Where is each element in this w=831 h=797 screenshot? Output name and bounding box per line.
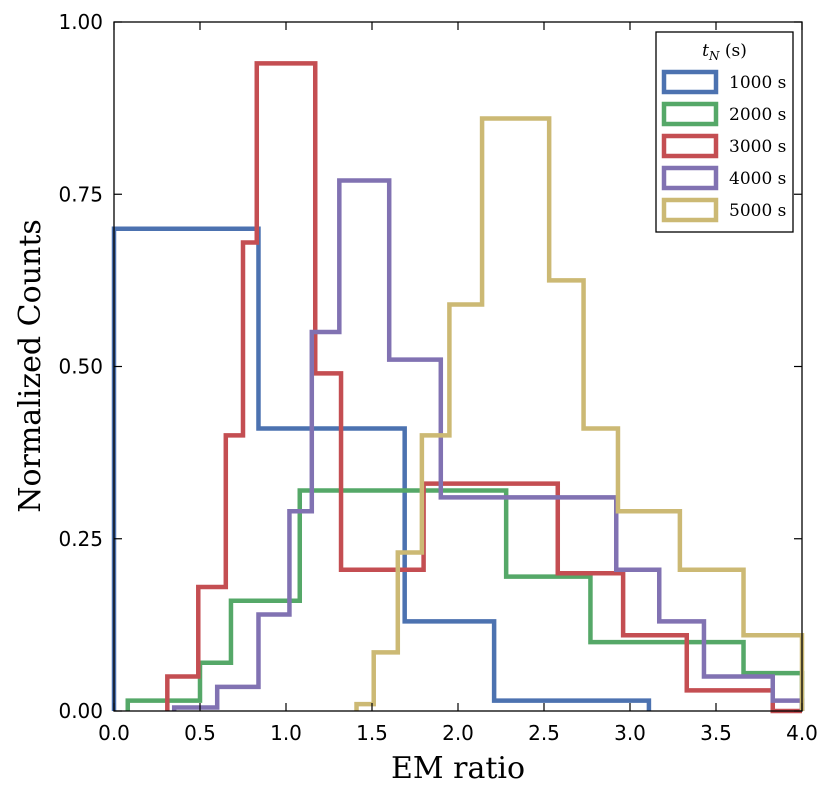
x-axis-title: EM ratio: [391, 751, 525, 786]
x-tick-label: 4.0: [786, 721, 818, 745]
x-tick-label: 1.5: [356, 721, 388, 745]
x-tick-label: 3.5: [700, 721, 732, 745]
legend-swatch-1: [661, 101, 719, 127]
legend-title: tN (s): [702, 41, 747, 63]
legend-label-2: 3000 s: [729, 137, 786, 157]
legend-label-0: 1000 s: [729, 73, 786, 93]
legend-swatch-0: [661, 69, 719, 95]
x-tick-label: 2.5: [528, 721, 560, 745]
series-4-histogram: [354, 116, 805, 711]
series-3-histogram: [171, 178, 805, 711]
series-1-histogram: [125, 488, 805, 711]
legend-label-1: 2000 s: [729, 105, 786, 125]
legend-label-3: 4000 s: [729, 169, 786, 189]
legend-label-4: 5000 s: [729, 201, 786, 221]
y-tick-label: 0.00: [58, 699, 103, 723]
series-2-histogram: [165, 61, 802, 714]
series-0-histogram: [111, 226, 652, 711]
legend-swatch-2: [661, 133, 719, 159]
x-tick-label: 2.0: [442, 721, 474, 745]
x-tick-label: 0.5: [184, 721, 216, 745]
y-tick-label: 0.25: [58, 527, 103, 551]
legend: tN (s) 1000 s 2000 s 3000 s 4000 s 5000 s: [655, 31, 794, 233]
series-layer: [111, 61, 805, 714]
ticks-layer: 0.0 0.5 1.0 1.5 2.0 2.5 3.0 3.5 4.0 0.00 0.25 0.50 0…: [58, 10, 817, 745]
legend-swatch-4: [661, 197, 719, 223]
x-tick-label: 3.0: [614, 721, 646, 745]
y-tick-label: 1.00: [58, 10, 103, 34]
y-tick-label: 0.75: [58, 182, 103, 206]
legend-swatch-3: [661, 165, 719, 191]
y-axis-title: Normalized Counts: [13, 219, 48, 513]
x-tick-label: 1.0: [270, 721, 302, 745]
y-tick-label: 0.50: [58, 355, 103, 379]
x-tick-label: 0.0: [98, 721, 130, 745]
